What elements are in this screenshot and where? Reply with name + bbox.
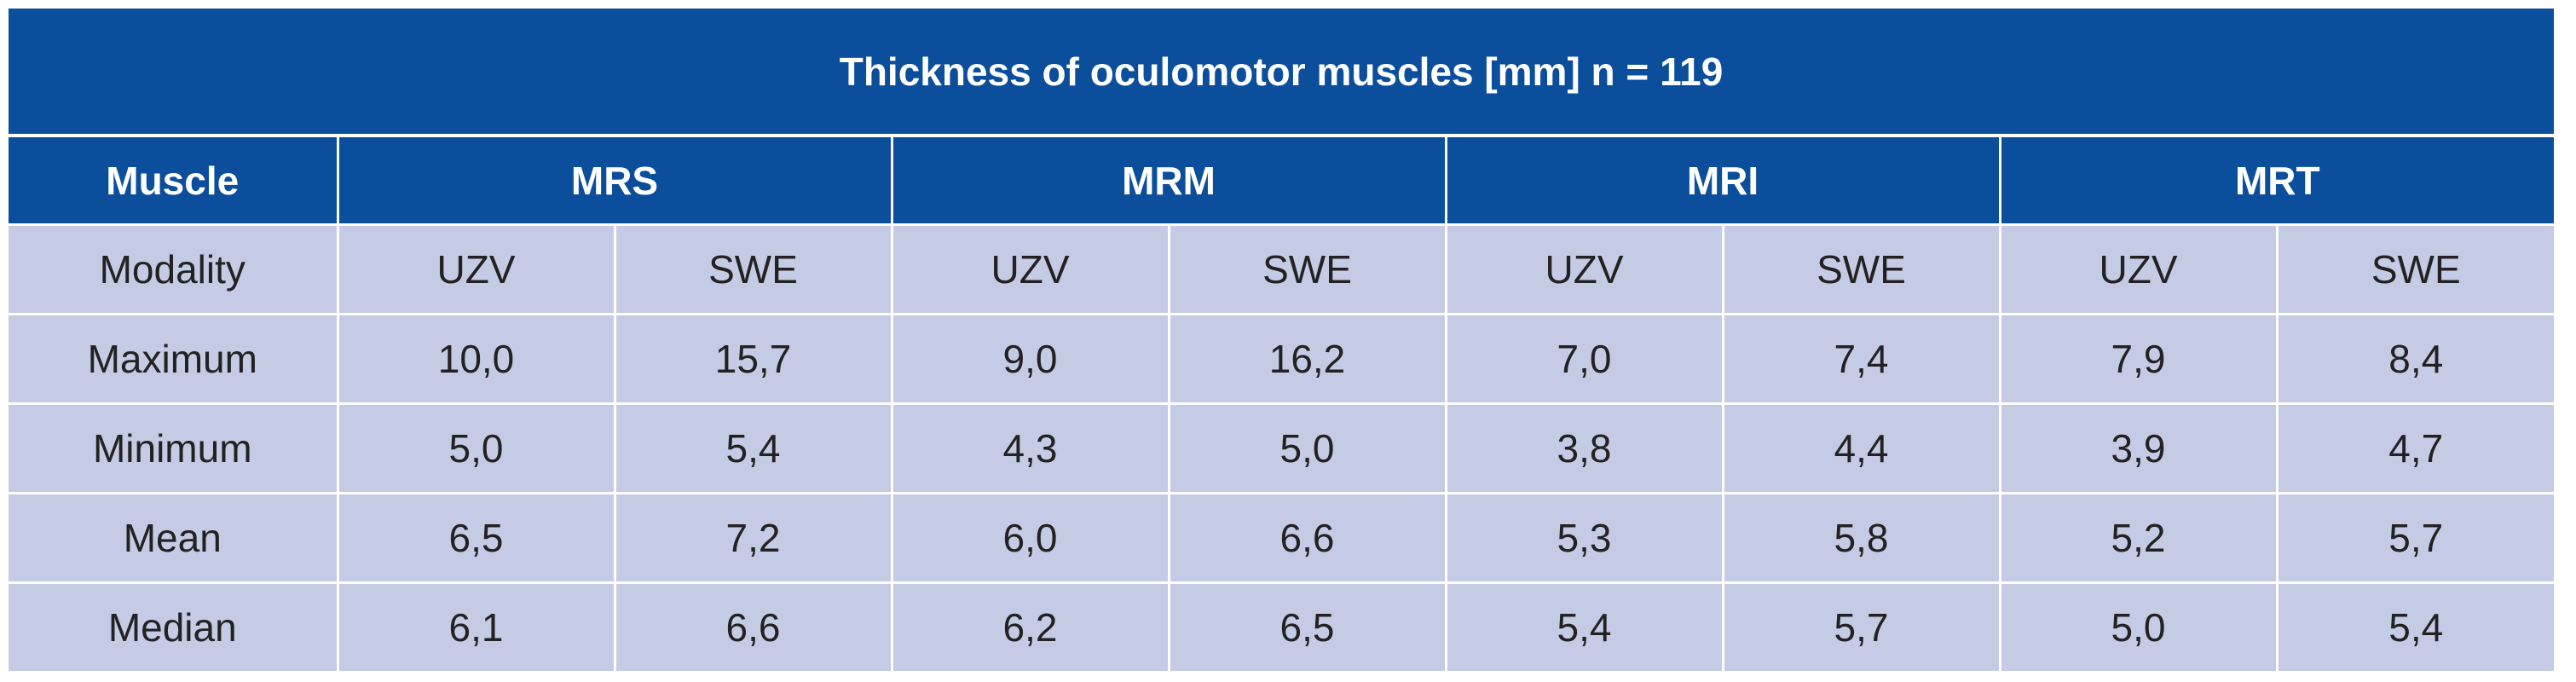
table-cell: 5,3 xyxy=(1444,492,1723,583)
table-title: Thickness of oculomotor muscles [mm] n =… xyxy=(9,9,2555,137)
table-cell: 3,8 xyxy=(1444,402,1723,494)
row-label-maximum: Maximum xyxy=(9,313,338,404)
table-cell: 6,0 xyxy=(890,492,1169,583)
table-cell: 4,4 xyxy=(1721,402,2000,494)
table-cell: 5,4 xyxy=(2275,581,2555,671)
muscle-header-row: Muscle MRS MRM MRI MRT xyxy=(9,136,2555,225)
thickness-table: Thickness of oculomotor muscles [mm] n =… xyxy=(9,9,2555,671)
table-cell: SWE xyxy=(2275,223,2555,315)
table-cell: UZV xyxy=(1444,223,1723,315)
table-row: Mean 6,5 7,2 6,0 6,6 5,3 5,8 5,2 5,7 xyxy=(9,492,2555,583)
table-cell: 5,7 xyxy=(1721,581,2000,671)
table-cell: 7,2 xyxy=(613,492,892,583)
table-cell: 7,0 xyxy=(1444,313,1723,404)
table-cell: 5,0 xyxy=(1998,581,2277,671)
table-cell: 15,7 xyxy=(613,313,892,404)
row-label-mean: Mean xyxy=(9,492,338,583)
table-cell: 6,2 xyxy=(890,581,1169,671)
muscle-header-mrm: MRM xyxy=(890,136,1446,225)
table-cell: 5,8 xyxy=(1721,492,2000,583)
table-cell: 16,2 xyxy=(1167,313,1446,404)
table-cell: 5,0 xyxy=(336,402,615,494)
table-cell: 6,5 xyxy=(1167,581,1446,671)
muscle-header-label: Muscle xyxy=(9,136,338,225)
table-cell: 8,4 xyxy=(2275,313,2555,404)
table-cell: 4,7 xyxy=(2275,402,2555,494)
table-cell: UZV xyxy=(890,223,1169,315)
row-label-median: Median xyxy=(9,581,338,671)
table-cell: 7,4 xyxy=(1721,313,2000,404)
thickness-table-container: Thickness of oculomotor muscles [mm] n =… xyxy=(9,9,2555,671)
table-cell: 4,3 xyxy=(890,402,1169,494)
table-cell: 6,1 xyxy=(336,581,615,671)
table-cell: 5,4 xyxy=(1444,581,1723,671)
row-label-minimum: Minimum xyxy=(9,402,338,494)
table-cell: 5,7 xyxy=(2275,492,2555,583)
muscle-header-mrs: MRS xyxy=(336,136,892,225)
row-label-modality: Modality xyxy=(9,223,338,315)
table-cell: 6,6 xyxy=(613,581,892,671)
table-cell: 10,0 xyxy=(336,313,615,404)
table-cell: 3,9 xyxy=(1998,402,2277,494)
table-cell: 6,5 xyxy=(336,492,615,583)
table-row: Maximum 10,0 15,7 9,0 16,2 7,0 7,4 7,9 8… xyxy=(9,313,2555,404)
table-cell: 6,6 xyxy=(1167,492,1446,583)
table-row: Modality UZV SWE UZV SWE UZV SWE UZV SWE xyxy=(9,223,2555,315)
table-cell: SWE xyxy=(1721,223,2000,315)
muscle-header-mrt: MRT xyxy=(1998,136,2555,225)
table-row: Minimum 5,0 5,4 4,3 5,0 3,8 4,4 3,9 4,7 xyxy=(9,402,2555,494)
table-cell: 5,2 xyxy=(1998,492,2277,583)
table-cell: 7,9 xyxy=(1998,313,2277,404)
muscle-header-mri: MRI xyxy=(1444,136,2000,225)
table-cell: 9,0 xyxy=(890,313,1169,404)
title-row: Thickness of oculomotor muscles [mm] n =… xyxy=(9,9,2555,137)
table-cell: SWE xyxy=(1167,223,1446,315)
table-cell: UZV xyxy=(1998,223,2277,315)
table-cell: 5,4 xyxy=(613,402,892,494)
table-cell: UZV xyxy=(336,223,615,315)
table-cell: 5,0 xyxy=(1167,402,1446,494)
table-cell: SWE xyxy=(613,223,892,315)
table-row: Median 6,1 6,6 6,2 6,5 5,4 5,7 5,0 5,4 xyxy=(9,581,2555,671)
